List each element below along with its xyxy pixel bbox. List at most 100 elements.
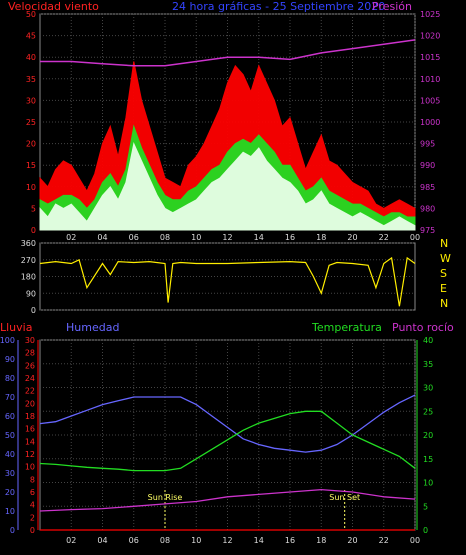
temp-y-tick-label: 40	[423, 336, 433, 345]
wind-x-tick-label: 04	[97, 233, 107, 242]
wind-x-tick-label: 22	[379, 233, 389, 242]
wind-x-tick-label: 12	[222, 233, 232, 242]
humidity-y-tick-label: 20	[5, 488, 15, 497]
direction-y-tick-label: 180	[21, 273, 36, 282]
wind-y-tick-label: 35	[26, 75, 36, 84]
pressure-line	[40, 39, 416, 67]
pressure-y-tick-label: 975	[420, 226, 435, 235]
weather-x-tick-label: 22	[379, 536, 389, 545]
wind-x-tick-label: 06	[129, 233, 139, 242]
wind-y-tick-label: 5	[31, 204, 36, 213]
wind-x-tick-label: 02	[66, 233, 76, 242]
weather-x-tick-label: 00	[410, 536, 420, 545]
wind-x-tick-label: 08	[160, 233, 170, 242]
wind-y-tick-label: 10	[26, 183, 36, 192]
wind-y-tick-label: 0	[31, 226, 36, 235]
pressure-y-tick-label: 990	[420, 161, 435, 170]
weather-x-tick-label: 16	[285, 536, 295, 545]
rain-y-tick-label: 14	[25, 437, 35, 446]
humidity-y-tick-label: 90	[5, 355, 15, 364]
temp-y-tick-label: 0	[423, 526, 428, 535]
temp-y-tick-label: 25	[423, 407, 433, 416]
legend-lluvia: Lluvia	[0, 321, 32, 334]
temp-y-tick-label: 30	[423, 384, 433, 393]
temp-y-tick-label: 20	[423, 431, 433, 440]
chart-title: 24 hora gráficas - 25 Septiembre 2020	[172, 0, 385, 13]
humidity-y-tick-label: 70	[5, 393, 15, 402]
humidity-y-tick-label: 40	[5, 450, 15, 459]
weather-x-tick-label: 12	[222, 536, 232, 545]
sun-marker-label: Sun Set	[329, 493, 360, 502]
wind-y-tick-label: 45	[26, 32, 36, 41]
wind-x-tick-label: 16	[285, 233, 295, 242]
humidity-y-tick-label: 30	[5, 469, 15, 478]
weather-x-tick-label: 02	[66, 536, 76, 545]
pressure-y-tick-label: 995	[420, 140, 435, 149]
rain-y-tick-label: 8	[30, 475, 35, 484]
pressure-y-tick-label: 1025	[420, 10, 440, 19]
weather-x-tick-label: 04	[97, 536, 107, 545]
compass-label-s: S	[440, 267, 447, 280]
humidity-y-tick-label: 100	[0, 336, 15, 345]
wind-x-tick-label: 00	[410, 233, 420, 242]
wind-left-axis-label: Velocidad viento	[8, 0, 99, 13]
rain-y-tick-label: 24	[25, 374, 35, 383]
legend-temperatura: Temperatura	[311, 321, 382, 334]
wind-series-velocidad	[39, 141, 416, 231]
weather-x-tick-label: 18	[316, 536, 326, 545]
temp-y-tick-label: 10	[423, 479, 433, 488]
compass-label-n: N	[440, 237, 448, 250]
pressure-y-tick-label: 1000	[420, 118, 440, 127]
direction-line	[39, 256, 416, 307]
direction-y-tick-label: 360	[21, 239, 36, 248]
weather-x-tick-label: 10	[191, 536, 201, 545]
pressure-axis-label: Presión	[372, 0, 412, 13]
direction-y-tick-label: 270	[21, 256, 36, 265]
weather-x-tick-label: 08	[160, 536, 170, 545]
rain-y-tick-label: 6	[30, 488, 35, 497]
weather-x-tick-label: 14	[254, 536, 264, 545]
rain-y-tick-label: 20	[25, 399, 35, 408]
pressure-y-tick-label: 1010	[420, 75, 440, 84]
compass-label-n: N	[440, 297, 448, 310]
direction-y-tick-label: 90	[26, 289, 36, 298]
rain-y-tick-label: 28	[25, 349, 35, 358]
rain-y-tick-label: 2	[30, 513, 35, 522]
legend-punto-rocío: Punto rocío	[392, 321, 454, 334]
rain-y-tick-label: 12	[25, 450, 35, 459]
temp-y-tick-label: 35	[423, 360, 433, 369]
weather-x-tick-label: 06	[129, 536, 139, 545]
rain-y-tick-label: 4	[30, 501, 35, 510]
rain-y-tick-label: 26	[25, 361, 35, 370]
pressure-y-tick-label: 1020	[420, 32, 440, 41]
rain-y-tick-label: 10	[25, 463, 35, 472]
wind-y-tick-label: 20	[26, 140, 36, 149]
rain-y-tick-label: 30	[25, 336, 35, 345]
humidity-y-tick-label: 50	[5, 431, 15, 440]
wind-y-tick-label: 40	[26, 53, 36, 62]
wind-x-tick-label: 18	[316, 233, 326, 242]
legend-humedad: Humedad	[66, 321, 119, 334]
pressure-y-tick-label: 985	[420, 183, 435, 192]
pressure-y-tick-label: 1015	[420, 53, 440, 62]
wind-x-tick-label: 10	[191, 233, 201, 242]
rain-y-tick-label: 16	[25, 425, 35, 434]
humidity-y-tick-label: 0	[10, 526, 15, 535]
wind-y-tick-label: 30	[26, 96, 36, 105]
humidity-y-tick-label: 80	[5, 374, 15, 383]
weather-x-tick-label: 20	[347, 536, 357, 545]
temp-y-tick-label: 5	[423, 502, 428, 511]
weather-series-punto-rocío	[39, 488, 416, 512]
weather-series-temperatura	[39, 410, 416, 472]
rain-y-tick-label: 22	[25, 387, 35, 396]
pressure-y-tick-label: 1005	[420, 96, 440, 105]
wind-y-tick-label: 15	[26, 161, 36, 170]
humidity-y-tick-label: 10	[5, 507, 15, 516]
sun-marker-label: Sun Rise	[148, 493, 183, 502]
wind-x-tick-label: 14	[254, 233, 264, 242]
direction-y-tick-label: 0	[31, 306, 36, 315]
wind-y-tick-label: 50	[26, 10, 36, 19]
rain-y-tick-label: 0	[30, 526, 35, 535]
pressure-y-tick-label: 980	[420, 204, 435, 213]
